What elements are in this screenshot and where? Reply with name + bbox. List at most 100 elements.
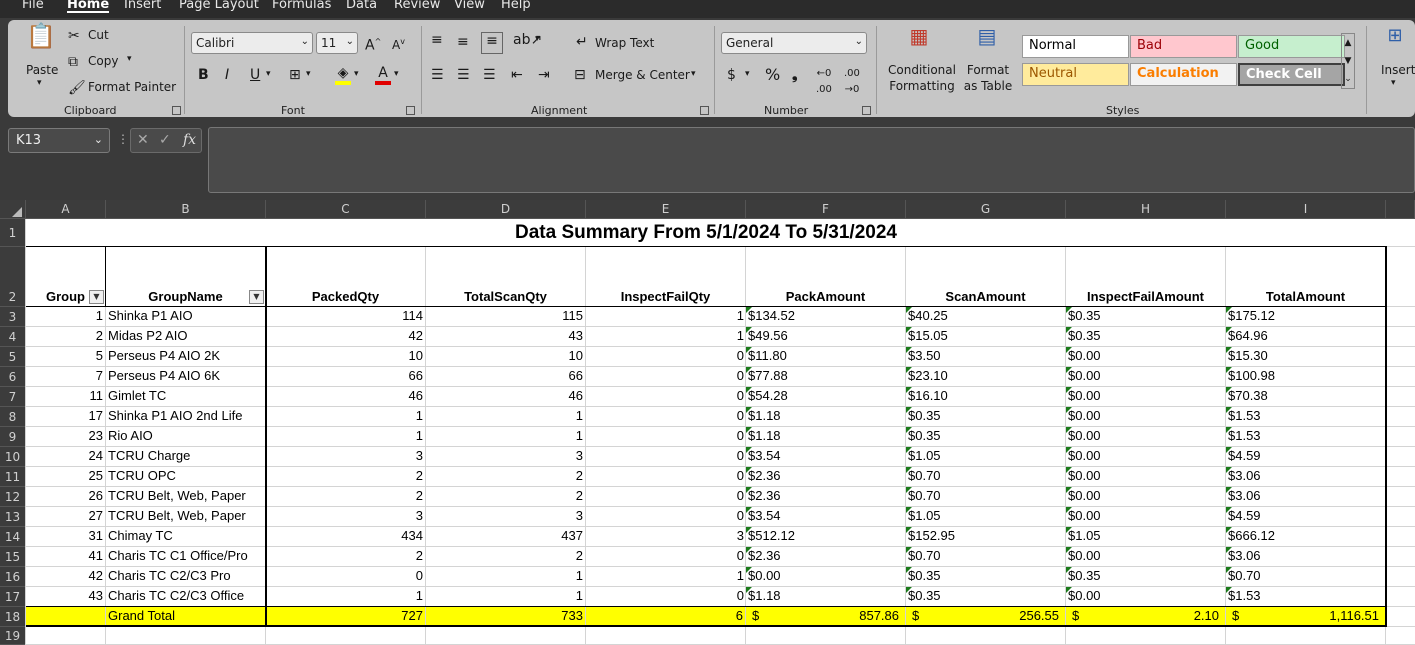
copy-dropdown-icon[interactable]: ▾	[127, 54, 132, 64]
insert-cells-icon[interactable]: ⊞	[1387, 25, 1403, 46]
table-cell[interactable]: $2.36	[748, 548, 781, 563]
table-cell[interactable]: $3.50	[908, 348, 941, 363]
table-cell[interactable]: 2	[95, 328, 103, 343]
table-cell[interactable]: $15.30	[1228, 348, 1268, 363]
table-cell[interactable]: Chimay TC	[108, 528, 173, 543]
row-header-11[interactable]: 11	[0, 467, 26, 487]
table-cell[interactable]: Perseus P4 AIO 2K	[108, 348, 221, 363]
menu-file[interactable]: File	[22, 0, 44, 12]
font-color-icon[interactable]: A	[375, 65, 391, 85]
total-fail[interactable]: 6	[586, 607, 745, 626]
borders-icon[interactable]: ⊞	[289, 67, 301, 83]
align-center-icon[interactable]: ☰	[457, 67, 470, 83]
decrease-font-icon[interactable]: Av	[392, 37, 405, 52]
table-cell[interactable]: 115	[562, 308, 583, 323]
table-cell[interactable]: 2	[415, 468, 423, 483]
fill-color-dropdown-icon[interactable]: ▾	[354, 69, 359, 79]
menu-review[interactable]: Review	[394, 0, 441, 12]
filter-dropdown-icon[interactable]: ▼	[89, 290, 104, 304]
paste-icon[interactable]: 📋	[26, 22, 56, 50]
table-cell[interactable]: $2.36	[748, 488, 781, 503]
table-cell[interactable]: 7	[95, 368, 103, 383]
row-header-14[interactable]: 14	[0, 527, 26, 547]
menu-help[interactable]: Help	[501, 0, 531, 12]
table-cell[interactable]: 3	[575, 448, 583, 463]
table-cell[interactable]: $0.00	[1068, 588, 1101, 603]
table-cell[interactable]: 0	[736, 548, 744, 563]
table-cell[interactable]: 0	[736, 488, 744, 503]
format-painter-button[interactable]: Format Painter	[88, 80, 177, 94]
column-title-packamount[interactable]: PackAmount	[785, 289, 866, 304]
more-options-icon[interactable]: ⋮	[117, 132, 129, 146]
column-title-totalscanqty[interactable]: TotalScanQty	[464, 289, 547, 304]
menu-data[interactable]: Data	[346, 0, 378, 12]
table-cell[interactable]: 66	[568, 368, 583, 383]
table-cell[interactable]: $1.18	[748, 428, 781, 443]
table-cell[interactable]: $0.00	[1068, 488, 1101, 503]
table-cell[interactable]: 27	[88, 508, 103, 523]
table-cell[interactable]: 23	[88, 428, 103, 443]
row-header-19[interactable]: 19	[0, 627, 26, 645]
table-cell[interactable]: $4.59	[1228, 508, 1261, 523]
table-cell[interactable]: $0.70	[1228, 568, 1261, 583]
table-cell[interactable]: $1.18	[748, 408, 781, 423]
wrap-text-icon[interactable]: ↵	[576, 34, 588, 50]
column-title-inspectfailamount[interactable]: InspectFailAmount	[1086, 289, 1204, 304]
table-cell[interactable]: 1	[575, 568, 583, 583]
italic-button[interactable]: I	[225, 67, 230, 83]
currency-button[interactable]: $	[727, 67, 736, 83]
table-cell[interactable]: TCRU Charge	[108, 448, 191, 463]
table-cell[interactable]: $0.00	[1068, 448, 1101, 463]
total-pack-amt[interactable]: $857.86	[746, 607, 905, 626]
clipboard-launcher-icon[interactable]	[172, 106, 181, 115]
table-cell[interactable]: 1	[736, 308, 744, 323]
table-cell[interactable]: 3	[575, 508, 583, 523]
table-cell[interactable]: $1.05	[908, 448, 941, 463]
menu-view[interactable]: View	[454, 0, 485, 12]
table-cell[interactable]: $0.35	[908, 588, 941, 603]
name-box[interactable]: K13 ⌄	[8, 128, 110, 153]
table-cell[interactable]: 10	[568, 348, 583, 363]
enter-icon[interactable]: ✓	[159, 132, 171, 148]
table-cell[interactable]: $23.10	[908, 368, 948, 383]
table-cell[interactable]: 0	[736, 428, 744, 443]
orientation-dropdown-icon[interactable]: ▾	[535, 34, 540, 44]
column-header-b[interactable]: B	[106, 200, 266, 219]
paste-button[interactable]: Paste	[26, 63, 59, 77]
table-cell[interactable]: $0.00	[1068, 368, 1101, 383]
table-cell[interactable]: $1.53	[1228, 408, 1261, 423]
table-cell[interactable]: $77.88	[748, 368, 788, 383]
total-packed[interactable]: 727	[266, 607, 425, 626]
menu-formulas[interactable]: Formulas	[272, 0, 332, 12]
style-good[interactable]: Good	[1238, 35, 1345, 58]
table-cell[interactable]: 0	[736, 588, 744, 603]
row-header-1[interactable]: 1	[0, 219, 26, 247]
table-cell[interactable]: $16.10	[908, 388, 948, 403]
table-cell[interactable]: Gimlet TC	[108, 388, 167, 403]
table-cell[interactable]: $0.00	[1068, 428, 1101, 443]
table-cell[interactable]: $70.38	[1228, 388, 1268, 403]
table-cell[interactable]: 0	[736, 468, 744, 483]
table-cell[interactable]: $1.05	[908, 508, 941, 523]
row-header-13[interactable]: 13	[0, 507, 26, 527]
table-cell[interactable]: $2.36	[748, 468, 781, 483]
table-cell[interactable]: $0.00	[1068, 408, 1101, 423]
table-cell[interactable]: 434	[401, 528, 423, 543]
table-cell[interactable]: 46	[568, 388, 583, 403]
increase-decimal-icon[interactable]: ←0.00	[816, 68, 832, 95]
align-bottom-icon[interactable]: ≡	[481, 32, 503, 54]
row-header-16[interactable]: 16	[0, 567, 26, 587]
copy-icon[interactable]: ⧉	[68, 54, 78, 70]
table-cell[interactable]: $0.35	[908, 428, 941, 443]
column-title-packedqty[interactable]: PackedQty	[311, 289, 380, 304]
font-color-dropdown-icon[interactable]: ▾	[394, 69, 399, 79]
total-cell-a[interactable]	[26, 607, 105, 626]
table-cell[interactable]: $0.00	[1068, 468, 1101, 483]
table-cell[interactable]: 0	[736, 408, 744, 423]
insert-function-button[interactable]: fx	[183, 132, 197, 148]
table-cell[interactable]: $40.25	[908, 308, 948, 323]
increase-indent-icon[interactable]: ⇥	[538, 67, 550, 83]
format-as-table-icon[interactable]: ▤	[977, 24, 997, 48]
row-header-9[interactable]: 9	[0, 427, 26, 447]
table-cell[interactable]: $0.35	[908, 408, 941, 423]
